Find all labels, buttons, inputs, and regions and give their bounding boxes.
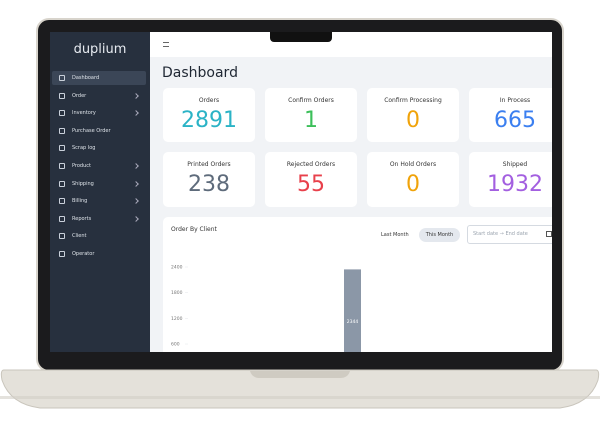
nav-icon bbox=[59, 127, 65, 134]
bar-label: 2344 bbox=[347, 319, 359, 325]
nav-item[interactable]: Inventory bbox=[52, 106, 146, 120]
stat-label: Confirm Orders bbox=[288, 97, 334, 104]
bar bbox=[344, 269, 361, 352]
stat-value: 665 bbox=[494, 108, 536, 133]
stat-card[interactable]: Confirm Orders 1 bbox=[265, 88, 357, 142]
stat-value: 1 bbox=[304, 108, 318, 133]
nav-label: Scrap log bbox=[72, 145, 96, 152]
stat-value: 55 bbox=[297, 172, 325, 197]
nav-item[interactable]: Reports bbox=[52, 212, 146, 226]
nav-icon bbox=[59, 92, 65, 99]
stat-card[interactable]: Confirm Processing 0 bbox=[367, 88, 459, 142]
nav-item[interactable]: Operator bbox=[52, 247, 146, 261]
stat-card[interactable]: Printed Orders 238 bbox=[163, 152, 255, 207]
stat-value: 2891 bbox=[181, 108, 237, 133]
nav-item[interactable]: Client bbox=[52, 229, 146, 243]
nav-item[interactable]: Shipping bbox=[52, 177, 146, 191]
y-tick-label: 1200 bbox=[171, 316, 183, 322]
stat-value: 0 bbox=[406, 108, 420, 133]
nav-label: Client bbox=[72, 233, 87, 240]
nav-item[interactable]: Dashboard bbox=[52, 71, 146, 85]
nav-label: Product bbox=[72, 163, 91, 169]
chart-title: Order By Client bbox=[171, 226, 217, 233]
brand: duplium bbox=[73, 42, 127, 57]
nav-icon bbox=[59, 215, 65, 222]
chart: 600 1200 1800 2400 2344 bbox=[171, 265, 361, 352]
nav-icon bbox=[59, 110, 65, 117]
nav-label: Billing bbox=[72, 198, 88, 205]
nav-item[interactable]: Billing bbox=[52, 194, 146, 208]
stat-label: In Process bbox=[499, 97, 531, 104]
stat-label: On Hold Orders bbox=[389, 161, 437, 168]
stat-card[interactable]: On Hold Orders 0 bbox=[367, 152, 459, 207]
top-bar bbox=[150, 32, 552, 57]
nav-arrow bbox=[133, 198, 139, 205]
nav-label: Inventory bbox=[72, 110, 96, 117]
y-tick-label: 600 bbox=[171, 342, 180, 348]
stat-label: Rejected Orders bbox=[286, 161, 336, 168]
stat-label: Shipped bbox=[502, 161, 528, 168]
y-tick-label: 1800 bbox=[171, 290, 183, 296]
stat-card[interactable]: Orders 2891 bbox=[163, 88, 255, 142]
stat-label: Orders bbox=[198, 97, 220, 104]
nav-arrow bbox=[133, 92, 139, 99]
camera-notch bbox=[270, 32, 332, 42]
nav-arrow bbox=[133, 215, 139, 222]
nav-label: Dashboard bbox=[72, 75, 100, 81]
date-range-input[interactable]: Start date → End date bbox=[467, 225, 552, 244]
nav-icon bbox=[59, 145, 65, 152]
nav-label: Purchase Order bbox=[72, 127, 111, 134]
nav-label: Shipping bbox=[72, 180, 94, 187]
stat-card[interactable]: In Process 665 bbox=[469, 88, 552, 142]
nav-icon bbox=[59, 75, 65, 81]
nav-item[interactable]: Order bbox=[52, 89, 146, 103]
stat-card[interactable]: Rejected Orders 55 bbox=[265, 152, 357, 207]
page-title: Dashboard bbox=[162, 65, 238, 81]
nav-icon bbox=[59, 251, 65, 257]
filter-button[interactable]: This Month bbox=[419, 228, 460, 242]
nav-label: Order bbox=[72, 92, 87, 99]
menu-toggle[interactable] bbox=[163, 42, 169, 47]
nav-item[interactable]: Product bbox=[52, 159, 146, 173]
nav-icon bbox=[59, 233, 65, 240]
order-chart-panel: Order By Client Last Month This Month St… bbox=[163, 217, 552, 352]
app-screen: duplium Dashboard Order Inventory Purchase … bbox=[50, 32, 552, 352]
y-tick-label: 2400 bbox=[171, 265, 183, 271]
nav-item[interactable]: Scrap log bbox=[52, 141, 146, 155]
stat-value: 0 bbox=[406, 172, 420, 197]
nav-label: Reports bbox=[72, 215, 92, 222]
calendar-icon bbox=[546, 231, 552, 237]
nav-arrow bbox=[133, 180, 139, 187]
filter-button[interactable]: Last Month bbox=[381, 232, 409, 238]
stat-card[interactable]: Shipped 1932 bbox=[469, 152, 552, 207]
stat-value: 1932 bbox=[487, 172, 543, 197]
date-placeholder: Start date → End date bbox=[473, 231, 528, 237]
nav-icon bbox=[59, 198, 65, 205]
nav-arrow bbox=[133, 110, 139, 117]
nav-icon bbox=[59, 180, 65, 187]
nav-item[interactable]: Purchase Order bbox=[52, 124, 146, 138]
stat-label: Confirm Processing bbox=[384, 97, 442, 104]
nav-arrow bbox=[133, 163, 139, 169]
stat-label: Printed Orders bbox=[187, 161, 231, 168]
nav-icon bbox=[59, 163, 65, 169]
sidebar: duplium Dashboard Order Inventory Purchase … bbox=[50, 32, 150, 352]
nav-label: Operator bbox=[72, 251, 95, 257]
stat-value: 238 bbox=[188, 172, 230, 197]
